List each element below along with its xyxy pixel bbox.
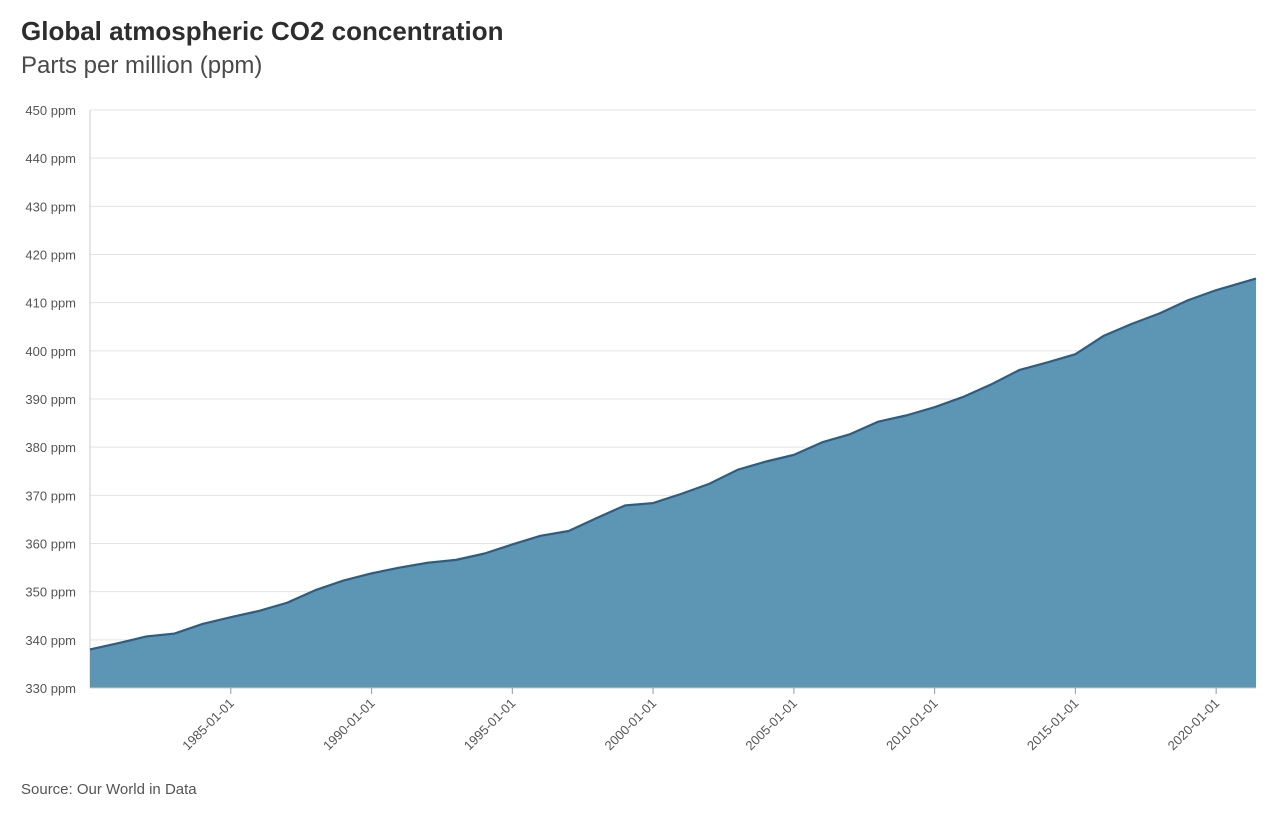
y-tick-label: 430 ppm [25,199,76,214]
y-tick-label: 330 ppm [25,681,76,696]
y-tick-label: 420 ppm [25,248,76,263]
y-tick-label: 390 ppm [25,392,76,407]
chart-title: Global atmospheric CO2 concentration [21,16,504,46]
co2-area [90,278,1256,688]
y-tick-label: 400 ppm [25,344,76,359]
y-tick-label: 340 ppm [25,633,76,648]
y-tick-label: 380 ppm [25,440,76,455]
area-layer [89,277,1257,688]
x-tick-label: 2005-01-01 [742,696,800,754]
x-tick-label: 2010-01-01 [883,696,941,754]
x-tick-label: 2000-01-01 [602,696,660,754]
x-tick-label: 1990-01-01 [320,696,378,754]
x-axis: 1985-01-01 1990-01-01 1995-01-01 2000-01-01… [90,687,1256,754]
x-tick-label: 2015-01-01 [1024,696,1082,754]
y-tick-label: 440 ppm [25,151,76,166]
x-tick-label: 2020-01-01 [1165,696,1223,754]
source-note: Source: Our World in Data [21,781,197,798]
y-tick-label: 360 ppm [25,537,76,552]
x-tick-label: 1985-01-01 [179,696,237,754]
y-tick-label: 350 ppm [25,585,76,600]
chart-subtitle: Parts per million (ppm) [21,52,263,79]
y-tick-label: 370 ppm [25,488,76,503]
y-axis: 330 ppm 340 ppm 350 ppm 360 ppm 370 ppm 380 p… [25,103,76,696]
x-tick-label: 1995-01-01 [461,696,519,754]
y-tick-label: 410 ppm [25,296,76,311]
y-tick-label: 450 ppm [25,103,76,118]
co2-series-line [89,277,1257,651]
